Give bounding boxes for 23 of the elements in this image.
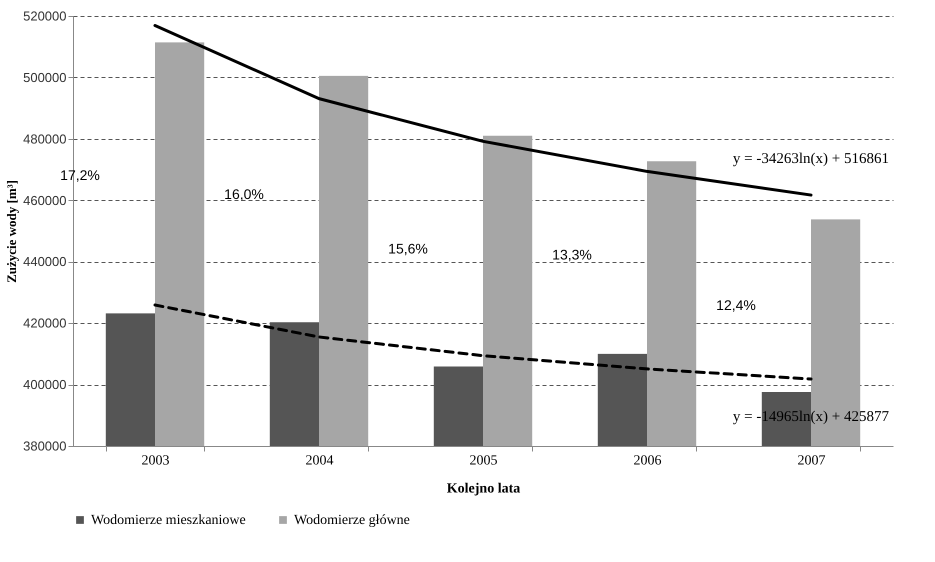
y-tick-label: 460000 — [23, 192, 66, 208]
x-tick-label: 2003 — [142, 454, 170, 468]
annotation: 15,6% — [388, 240, 428, 256]
y-tick-label: 500000 — [23, 70, 66, 85]
annotation: 17,2% — [60, 166, 100, 183]
annotation: 12,4% — [716, 296, 756, 313]
x-axis-title: Kolejno lata — [446, 482, 520, 496]
y-tick-label: 420000 — [23, 316, 66, 331]
annotation: 13,3% — [552, 246, 592, 263]
y-tick-label: 480000 — [23, 131, 66, 146]
y-tick-label: 400000 — [23, 377, 66, 392]
y-tick-label: 380000 — [23, 438, 66, 454]
y-axis-title: Zużycie wody [m³] — [4, 180, 20, 283]
legend-label: Wodomierze główne — [294, 513, 410, 528]
annotation: 16,0% — [224, 186, 264, 202]
y-tick-label: 440000 — [23, 254, 66, 270]
x-tick-label: 2006 — [634, 454, 662, 468]
legend-label: Wodomierze mieszkaniowe — [91, 513, 246, 528]
y-tick-label: 520000 — [23, 8, 66, 24]
x-tick-label: 2004 — [306, 454, 334, 468]
annotation: y = -34263ln(x) + 516861 — [732, 150, 889, 167]
x-tick-label: 2007 — [798, 454, 826, 468]
x-tick-label: 2005 — [470, 454, 498, 468]
